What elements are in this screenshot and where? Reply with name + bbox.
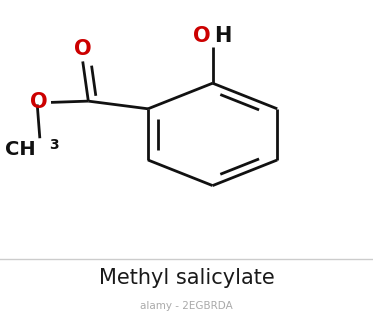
Text: CH: CH (6, 140, 36, 158)
Text: O: O (193, 26, 211, 46)
Text: H: H (214, 26, 232, 46)
Text: Methyl salicylate: Methyl salicylate (98, 268, 275, 288)
Text: O: O (74, 39, 91, 60)
Text: 3: 3 (49, 138, 59, 152)
Text: O: O (31, 92, 48, 112)
Text: alamy - 2EGBRDA: alamy - 2EGBRDA (140, 300, 233, 311)
